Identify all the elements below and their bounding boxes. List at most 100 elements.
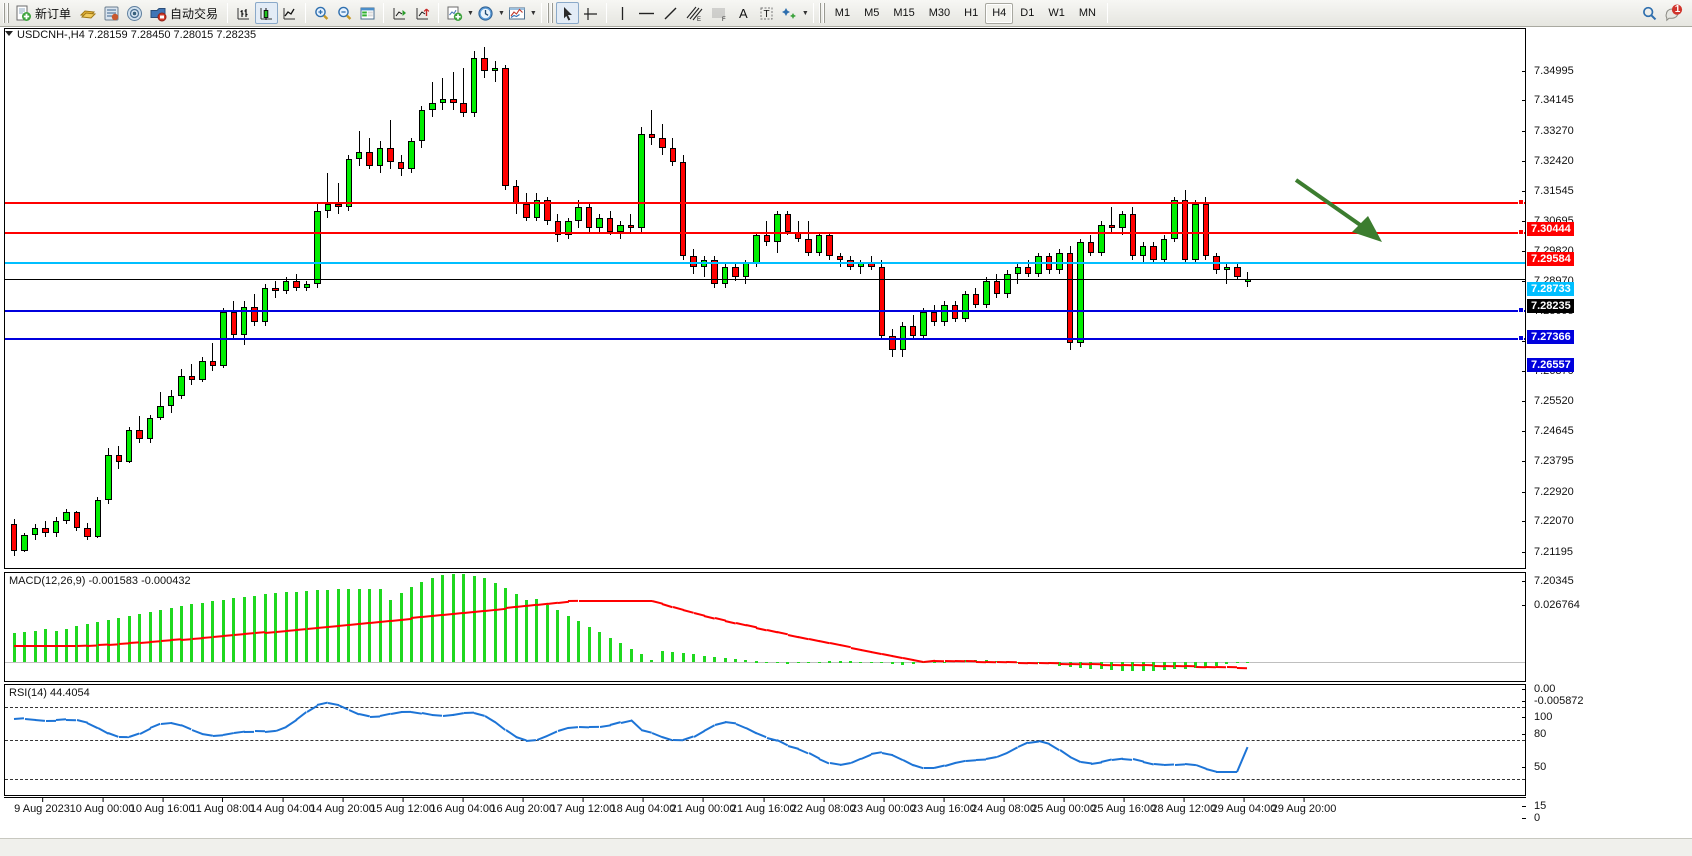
rsi-tick: 80 — [1521, 728, 1546, 740]
candle — [763, 29, 771, 568]
timeframe-h1[interactable]: H1 — [964, 7, 979, 19]
navigator-button[interactable] — [123, 2, 146, 24]
toolbar-grip[interactable] — [3, 3, 9, 23]
new-order-button[interactable]: 新订单 — [12, 2, 76, 24]
macd-signal-segment — [1070, 662, 1081, 666]
price-tick-label: 7.22920 — [1534, 485, 1574, 498]
macd-histogram-bar — [179, 606, 183, 662]
periods-dropdown-arrow[interactable]: ▼ — [497, 9, 505, 17]
shapes-dropdown-arrow[interactable]: ▼ — [801, 9, 809, 17]
price-axis[interactable]: 7.34995 7.34145 7.33270 7.32420 7.31545 7.306… — [1522, 55, 1692, 596]
down-arrow-annotation[interactable] — [1290, 174, 1410, 254]
timeframe-mn[interactable]: MN — [1078, 7, 1096, 19]
periods-button[interactable] — [474, 2, 497, 24]
shapes-button[interactable] — [778, 2, 801, 24]
clock-icon — [477, 5, 494, 22]
market-watch-button[interactable] — [76, 2, 100, 24]
templates-dropdown-arrow[interactable]: ▼ — [529, 9, 537, 17]
macd-pane[interactable]: MACD(12,26,9) -0.001583 -0.000432 — [4, 572, 1526, 682]
candle — [1244, 29, 1251, 568]
vertical-line-button[interactable] — [611, 2, 634, 24]
templates-button[interactable] — [505, 2, 529, 24]
trendline-button[interactable] — [659, 2, 682, 24]
price-tick-label: 7.25520 — [1534, 394, 1574, 407]
horizontal-line-button[interactable] — [634, 2, 659, 24]
timeframe-w1[interactable]: W1 — [1048, 7, 1065, 19]
resistance-line-2-tag[interactable]: 7.29584 — [1527, 252, 1574, 267]
timeframe-m30[interactable]: M30 — [928, 7, 951, 19]
text-button[interactable]: A — [732, 2, 755, 24]
data-window-icon — [103, 5, 120, 22]
price-pane[interactable] — [4, 28, 1526, 569]
chart-area[interactable]: USDCNH-,H4 7.28159 7.28450 7.28015 7.282… — [0, 27, 1692, 856]
rsi-line-segment — [66, 718, 77, 721]
rsi-line-segment — [254, 730, 266, 733]
macd-signal-segment — [871, 650, 883, 655]
timeframe-h4[interactable]: H4 — [985, 2, 1014, 24]
candle — [1192, 29, 1199, 568]
rsi-line-segment — [379, 712, 391, 718]
macd-histogram-bar — [200, 602, 204, 662]
macd-histogram-bar — [221, 599, 225, 662]
rsi-line-segment — [1153, 763, 1165, 767]
chart-menu-caret-icon[interactable] — [5, 31, 13, 36]
drawing-toolbar-grip[interactable] — [546, 3, 553, 23]
cursor-button[interactable] — [555, 2, 579, 24]
candle — [732, 29, 739, 568]
macd-signal-segment — [724, 619, 736, 624]
line-chart-button[interactable] — [278, 2, 301, 24]
macd-histogram-bar — [1194, 661, 1197, 668]
rsi-line-segment — [975, 758, 987, 761]
last-price-line-tag[interactable]: 7.28235 — [1527, 299, 1574, 314]
auto-trading-button[interactable]: 自动交易 — [146, 2, 223, 24]
macd-signal-segment — [275, 629, 287, 633]
chart-shift-button[interactable] — [411, 2, 434, 24]
macd-signal-segment — [1132, 664, 1144, 667]
candlestick-chart-button[interactable] — [255, 2, 279, 24]
rsi-line-segment — [839, 762, 851, 767]
macd-histogram-bar — [849, 661, 853, 663]
text-icon: A — [739, 5, 748, 21]
timeframe-d1[interactable]: D1 — [1020, 7, 1035, 19]
support-line-2-tag[interactable]: 7.26557 — [1527, 357, 1574, 372]
zoom-in-button[interactable] — [310, 2, 333, 24]
macd-histogram-bar — [671, 652, 675, 662]
indicators-dropdown-arrow[interactable]: ▼ — [467, 9, 474, 17]
text-label-button[interactable]: T — [755, 2, 778, 24]
timeframe-m5[interactable]: M5 — [864, 7, 880, 19]
rsi-line-segment — [1226, 770, 1238, 773]
rsi-pane[interactable]: RSI(14) 44.4054 — [4, 684, 1526, 796]
macd-histogram-bar — [524, 599, 528, 662]
macd-histogram-bar — [744, 660, 748, 662]
timeframe-m15[interactable]: M15 — [893, 7, 915, 19]
macd-histogram-bar — [629, 648, 633, 662]
macd-signal-segment — [944, 659, 956, 663]
data-window-button[interactable] — [100, 2, 123, 24]
candle — [167, 29, 175, 568]
notification-button[interactable]: 1 — [1661, 2, 1686, 24]
timeframe-m1[interactable]: M1 — [834, 7, 851, 19]
bar-chart-button[interactable] — [232, 2, 255, 24]
fibonacci-button[interactable]: F — [707, 2, 732, 24]
current-bid-line-tag[interactable]: 7.28733 — [1527, 281, 1574, 296]
resistance-line-1-tag[interactable]: 7.30444 — [1527, 222, 1574, 237]
candle — [146, 29, 154, 568]
zoom-out-button[interactable] — [333, 2, 356, 24]
crosshair-button[interactable] — [579, 2, 602, 24]
rsi-line-segment — [45, 719, 57, 722]
gold-bar-icon — [79, 5, 97, 22]
time-tick: 15 Aug 12:00 — [370, 797, 435, 815]
macd-signal-segment — [975, 660, 987, 663]
equidistant-channel-button[interactable]: E — [682, 2, 707, 24]
rsi-line-segment — [265, 729, 276, 733]
auto-scroll-button[interactable] — [388, 2, 411, 24]
tile-windows-button[interactable] — [356, 2, 379, 24]
macd-histogram-bar — [12, 633, 16, 662]
timeframe-toolbar-grip[interactable] — [818, 3, 825, 23]
support-line-1-tag[interactable]: 7.27366 — [1527, 329, 1574, 344]
indicators-button[interactable] — [443, 2, 466, 24]
search-button[interactable] — [1638, 2, 1661, 24]
time-axis[interactable]: 9 Aug 2023 10 Aug 00:00 10 Aug 16:00 11 Aug… — [4, 797, 1526, 822]
macd-label: MACD(12,26,9) -0.001583 -0.000432 — [9, 575, 191, 587]
candle — [774, 29, 781, 568]
